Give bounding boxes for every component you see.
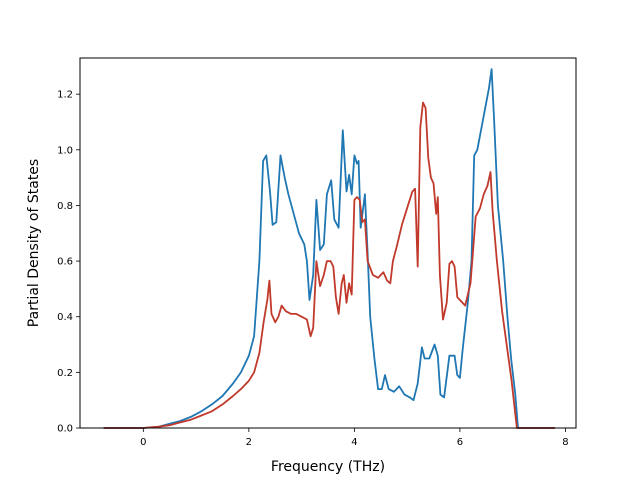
x-tick-label: 0 bbox=[140, 437, 146, 448]
y-tick-label: 1.0 bbox=[57, 145, 73, 156]
y-tick-label: 0.0 bbox=[57, 424, 73, 435]
x-tick-label: 8 bbox=[562, 437, 568, 448]
y-tick-label: 0.4 bbox=[57, 312, 73, 323]
ticks-layer: 0 2 4 6 8 0.0 0.2 0.4 0.6 0.8 1.0 1.2 bbox=[57, 90, 569, 448]
y-tick-label: 0.6 bbox=[57, 257, 73, 268]
y-tick-label: 0.8 bbox=[57, 201, 73, 212]
x-tick-label: 4 bbox=[351, 437, 357, 448]
series-layer bbox=[103, 68, 555, 429]
y-tick-label: 1.2 bbox=[57, 90, 73, 101]
x-tick-label: 2 bbox=[246, 437, 252, 448]
x-axis-title: Frequency (THz) bbox=[271, 459, 385, 475]
series-line-2 bbox=[103, 101, 555, 429]
x-tick-label: 6 bbox=[457, 437, 463, 448]
y-axis-title: Partial Density of States bbox=[26, 159, 42, 327]
y-tick-label: 0.2 bbox=[57, 368, 73, 379]
plot-frame bbox=[79, 57, 577, 429]
